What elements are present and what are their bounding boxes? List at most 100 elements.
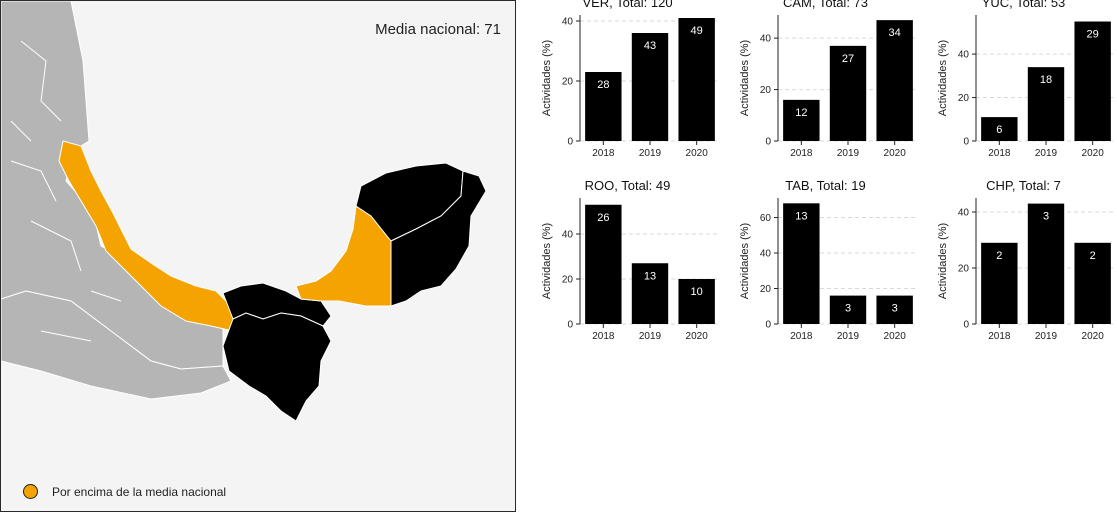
bar-value-label: 2 (1090, 250, 1096, 262)
x-tick-label: 2019 (639, 148, 662, 159)
bar (829, 45, 867, 141)
bar-chart-svg: Actividades (%) 0 20 40 60 13 2018 3 2019 3 2020 (739, 198, 918, 342)
x-tick-label: 2019 (1035, 148, 1058, 159)
bar-value-label: 26 (597, 212, 609, 224)
bar-value-label: 13 (644, 270, 656, 282)
y-tick-label: 0 (567, 137, 573, 148)
bar-value-label: 29 (1087, 29, 1099, 41)
chart-panel-tab: TAB, Total: 19 Actividades (%) 0 20 40 60 13 2… (728, 176, 923, 342)
chart-title: TAB, Total: 19 (785, 178, 866, 193)
y-axis-label: Actividades (%) (937, 40, 949, 116)
y-axis-label: Actividades (%) (937, 223, 949, 299)
chart-title: YUC, Total: 53 (981, 0, 1066, 10)
bar (876, 295, 913, 324)
y-tick-label: 60 (760, 213, 772, 224)
y-tick-label: 0 (963, 320, 969, 331)
y-tick-label: 0 (765, 320, 771, 331)
bar-chart-svg: Actividades (%) 0 20 40 26 2018 13 2019 10 2020 (541, 198, 720, 342)
x-tick-label: 2018 (592, 331, 615, 342)
bar-value-label: 27 (842, 53, 854, 65)
map-legend: Por encima de la media nacional (23, 484, 226, 499)
x-tick-label: 2019 (837, 148, 860, 159)
y-tick-label: 40 (562, 230, 574, 241)
chart-panel-ver: VER, Total: 120 Actividades (%) 0 20 40 28 20… (530, 0, 725, 159)
x-tick-label: 2020 (686, 148, 709, 159)
bar (1027, 203, 1065, 324)
chart-panel-chp: CHP, Total: 7 Actividades (%) 0 20 40 2 2018 3… (926, 176, 1117, 342)
y-tick-label: 20 (958, 93, 970, 104)
y-tick-label: 20 (562, 77, 574, 88)
map-panel: Media nacional: 71 Por encima de la medi… (0, 0, 516, 512)
chart-title: CAM, Total: 73 (782, 0, 869, 10)
y-axis-label: Actividades (%) (739, 40, 751, 116)
y-tick-label: 40 (562, 17, 574, 28)
map-region-lower-mexico (1, 290, 232, 400)
bar (1074, 242, 1111, 324)
bar-value-label: 18 (1040, 74, 1052, 86)
y-tick-label: 20 (562, 275, 574, 286)
y-tick-label: 20 (958, 264, 970, 275)
y-axis-label: Actividades (%) (739, 223, 751, 299)
x-tick-label: 2018 (988, 148, 1011, 159)
national-average-label: Media nacional: 71 (375, 21, 501, 38)
bar-value-label: 13 (795, 210, 807, 222)
x-tick-label: 2020 (686, 331, 709, 342)
bar (678, 279, 715, 324)
y-axis-label: Actividades (%) (541, 223, 553, 299)
legend-label: Por encima de la media nacional (52, 484, 227, 499)
chart-panel-yuc: YUC, Total: 53 Actividades (%) 0 20 40 6 2018… (926, 0, 1117, 159)
bar-value-label: 12 (795, 107, 807, 119)
bar-chart-svg: Actividades (%) 0 20 40 12 2018 27 2019 34 2020 (739, 15, 918, 159)
bar-value-label: 34 (889, 27, 901, 39)
x-tick-label: 2019 (837, 331, 860, 342)
chart-title: VER, Total: 120 (582, 0, 673, 10)
x-tick-label: 2019 (1035, 331, 1058, 342)
x-tick-label: 2020 (1082, 148, 1105, 159)
map-state-qroo (390, 170, 487, 307)
bar (631, 263, 669, 324)
x-tick-label: 2018 (592, 148, 615, 159)
y-tick-label: 40 (958, 50, 970, 61)
bar (678, 18, 715, 141)
y-tick-label: 20 (760, 284, 772, 295)
bar-value-label: 3 (1043, 211, 1049, 223)
legend-orange-dot-icon (23, 484, 38, 499)
bar (783, 203, 820, 324)
bar (1074, 21, 1111, 141)
y-tick-label: 0 (567, 320, 573, 331)
y-tick-label: 0 (963, 137, 969, 148)
y-tick-label: 40 (760, 34, 772, 45)
bar (783, 99, 820, 141)
x-tick-label: 2019 (639, 331, 662, 342)
chart-panel-cam: CAM, Total: 73 Actividades (%) 0 20 40 12 201… (728, 0, 923, 159)
x-tick-label: 2020 (884, 148, 907, 159)
y-tick-label: 40 (958, 208, 970, 219)
map-svg (1, 1, 487, 422)
bar-value-label: 28 (597, 79, 609, 91)
map-state-borders (10, 40, 122, 342)
y-axis-label: Actividades (%) (541, 40, 553, 116)
bar-value-label: 49 (691, 25, 703, 37)
x-tick-label: 2020 (884, 331, 907, 342)
bar (981, 117, 1018, 141)
bar-value-label: 43 (644, 40, 656, 52)
bar (981, 242, 1018, 324)
y-tick-label: 0 (765, 137, 771, 148)
x-tick-label: 2018 (790, 148, 813, 159)
bar (829, 295, 867, 324)
bar-chart-svg: Actividades (%) 0 20 40 2 2018 3 2019 2 2020 (937, 198, 1116, 342)
y-tick-label: 20 (760, 85, 772, 96)
x-tick-label: 2018 (988, 331, 1011, 342)
bar-value-label: 2 (996, 250, 1002, 262)
x-tick-label: 2020 (1082, 331, 1105, 342)
bar (1027, 67, 1065, 141)
bar-value-label: 3 (892, 303, 898, 315)
x-tick-label: 2018 (790, 331, 813, 342)
bar-chart-svg: Actividades (%) 0 20 40 6 2018 18 2019 29 2020 (937, 15, 1116, 159)
map-state-chp (222, 312, 332, 422)
chart-title: CHP, Total: 7 (986, 178, 1061, 193)
chart-title: ROO, Total: 49 (584, 178, 671, 193)
bar-value-label: 6 (996, 124, 1002, 136)
bar (876, 20, 913, 142)
bar (631, 33, 669, 141)
